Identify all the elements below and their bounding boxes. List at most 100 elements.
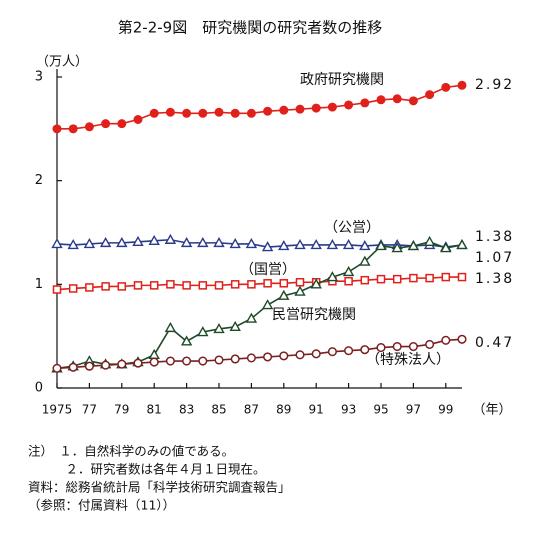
marker bbox=[164, 233, 177, 244]
marker bbox=[278, 240, 290, 251]
marker bbox=[246, 108, 256, 118]
marker bbox=[457, 272, 467, 282]
marker bbox=[456, 239, 468, 250]
marker bbox=[101, 360, 111, 370]
marker bbox=[83, 237, 96, 249]
marker bbox=[84, 361, 94, 371]
marker bbox=[101, 119, 111, 129]
marker bbox=[295, 104, 305, 114]
marker bbox=[392, 341, 402, 352]
marker bbox=[165, 356, 175, 366]
marker bbox=[294, 285, 306, 296]
marker bbox=[409, 273, 418, 283]
marker bbox=[247, 280, 256, 289]
marker bbox=[360, 345, 370, 355]
marker bbox=[68, 284, 78, 293]
marker bbox=[457, 334, 467, 344]
marker bbox=[310, 278, 322, 289]
marker bbox=[149, 357, 159, 367]
marker bbox=[229, 237, 241, 249]
marker bbox=[68, 124, 78, 134]
marker bbox=[197, 236, 209, 248]
end-value-label: 2.92 bbox=[475, 77, 514, 93]
marker bbox=[441, 82, 451, 92]
marker bbox=[230, 354, 240, 364]
marker bbox=[116, 236, 128, 248]
marker bbox=[441, 272, 451, 282]
x-tick-label: 1975 bbox=[42, 403, 73, 417]
marker bbox=[229, 320, 241, 332]
marker bbox=[359, 255, 371, 266]
x-tick-label: 99 bbox=[438, 403, 453, 417]
marker bbox=[132, 235, 144, 247]
marker bbox=[311, 349, 321, 359]
marker bbox=[117, 119, 127, 129]
x-tick-label: 97 bbox=[406, 403, 421, 417]
series-label: （特殊法人） bbox=[366, 352, 450, 368]
marker bbox=[164, 321, 177, 333]
marker bbox=[52, 124, 62, 134]
marker bbox=[180, 335, 193, 346]
x-tick-label: 79 bbox=[114, 403, 129, 417]
marker bbox=[440, 242, 452, 253]
marker bbox=[180, 236, 193, 248]
y-tick-label: 0 bbox=[35, 381, 43, 396]
x-tick-label: 91 bbox=[309, 403, 324, 417]
note: （参照：付属資料（11）） bbox=[28, 498, 175, 513]
marker bbox=[51, 237, 63, 249]
x-tick-label: 93 bbox=[341, 403, 356, 417]
marker bbox=[117, 359, 127, 369]
chart-title: 第2-2-9図 研究機関の研究者数の推移 bbox=[118, 19, 382, 37]
marker bbox=[344, 346, 354, 356]
marker bbox=[279, 279, 289, 288]
marker bbox=[197, 326, 209, 337]
marker bbox=[198, 108, 208, 118]
marker bbox=[117, 282, 127, 291]
x-tick-label: 83 bbox=[179, 403, 194, 417]
end-value-label: 0.47 bbox=[475, 335, 514, 351]
marker bbox=[182, 108, 192, 118]
marker bbox=[375, 240, 387, 251]
marker bbox=[327, 347, 337, 357]
marker bbox=[295, 278, 305, 287]
marker bbox=[311, 103, 321, 113]
marker bbox=[230, 280, 240, 289]
x-tick-label: 81 bbox=[147, 403, 162, 417]
marker bbox=[342, 265, 355, 277]
marker bbox=[149, 281, 159, 290]
marker bbox=[214, 355, 224, 365]
marker bbox=[67, 239, 79, 250]
note: ２．研究者数は各年４月１日現在。 bbox=[28, 462, 266, 477]
marker bbox=[52, 285, 62, 294]
marker bbox=[148, 348, 160, 360]
marker bbox=[68, 362, 78, 372]
end-value-label: 1.38 bbox=[475, 229, 514, 245]
marker bbox=[344, 276, 353, 286]
marker bbox=[84, 122, 94, 132]
x-tick-label: 85 bbox=[211, 403, 226, 417]
marker bbox=[246, 353, 256, 363]
marker bbox=[52, 363, 62, 373]
series-line bbox=[56, 240, 463, 370]
marker bbox=[261, 241, 274, 252]
marker bbox=[263, 352, 273, 362]
y-axis-label: （万人） bbox=[36, 55, 88, 70]
marker bbox=[230, 108, 240, 118]
marker bbox=[214, 281, 224, 290]
end-value-label: 1.07 bbox=[475, 250, 514, 266]
marker bbox=[198, 356, 208, 366]
marker bbox=[214, 107, 224, 117]
note: 資料：総務省統計局「科学技術研究調査報告」 bbox=[28, 480, 291, 495]
marker bbox=[263, 279, 272, 288]
end-value-label: 1.38 bbox=[475, 271, 514, 287]
marker bbox=[133, 358, 143, 368]
marker bbox=[425, 273, 434, 283]
marker bbox=[133, 281, 143, 290]
marker bbox=[360, 275, 370, 285]
marker bbox=[326, 239, 339, 250]
marker bbox=[423, 235, 436, 247]
marker bbox=[360, 98, 370, 108]
x-tick-label: 95 bbox=[373, 403, 388, 417]
marker bbox=[342, 239, 355, 250]
